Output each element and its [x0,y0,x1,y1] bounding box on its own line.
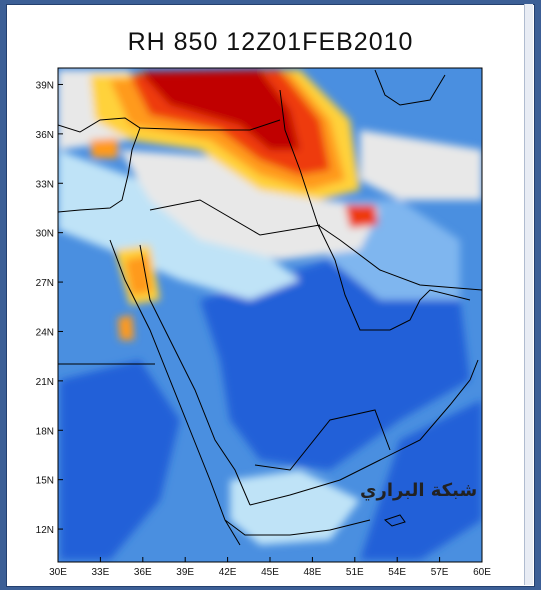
lon-axis-labels: 30E 33E 36E 39E 42E 45E 48E 51E 54E 57E 60E [49,567,491,578]
lon-label: 42E [219,567,237,578]
island-socotra [384,514,406,527]
lat-label: 12N [36,525,54,536]
lon-label: 57E [431,567,449,578]
coastline-somalia [224,519,371,536]
coastline-caspian [374,69,446,106]
lon-label: 54E [388,567,406,578]
lat-axis-labels: 39N 36N 33N 30N 27N 24N 21N 18N 15N 12N [36,80,54,536]
very-moist-region-sudan [60,360,180,560]
dry-spot-iran [345,205,378,228]
lon-label: 48E [304,567,322,578]
coastline-red-sea-east [139,244,251,506]
coastline-iran [317,224,482,291]
lon-label: 30E [49,567,67,578]
rh-field [58,68,482,562]
neutral-region-iran [360,130,482,200]
moist-low-region-yemen [230,470,360,545]
lat-label: 27N [36,278,54,289]
dry-mid-region-sinai [125,255,152,295]
lon-label: 33E [92,567,110,578]
dry-spot-redsea [118,315,134,340]
very-dry-region-core [140,70,300,150]
coastlines [58,69,482,546]
very-moist-region-interior [200,260,470,470]
moist-low-region-levant [58,150,300,300]
plot-title: RH 850 12Z01FEB2010 [127,28,414,56]
lat-label: 24N [36,327,54,338]
very-moist-region-arabian-sea [360,400,482,560]
lat-label: 15N [36,476,54,487]
border-saudi-yemen [254,409,391,471]
lat-label: 30N [36,229,54,240]
watermark-text: شبكة البراري [360,480,478,501]
coastline-persian-gulf [317,224,471,331]
coastline-mediterranean [58,117,141,213]
lat-label: 36N [36,130,54,141]
lon-label: 60E [473,567,491,578]
lon-label: 45E [261,567,279,578]
border-saudi-north [149,199,321,236]
coastline-red-sea-west [109,239,241,546]
lat-label: 21N [36,377,54,388]
lat-label: 33N [36,179,54,190]
lon-label: 39E [176,567,194,578]
lat-label: 18N [36,426,54,437]
border-iraq-iran [279,89,319,226]
lat-label: 39N [36,80,54,91]
lon-label: 36E [134,567,152,578]
coastline-arabia-south [249,359,479,506]
window-scroll-rail[interactable] [524,4,533,585]
border-turkey-syria [139,119,281,131]
neutral-region-syria-iraq [120,150,380,260]
axis-ticks [57,83,483,562]
dry-spot-cyprus [90,138,118,158]
lon-label: 51E [346,567,364,578]
